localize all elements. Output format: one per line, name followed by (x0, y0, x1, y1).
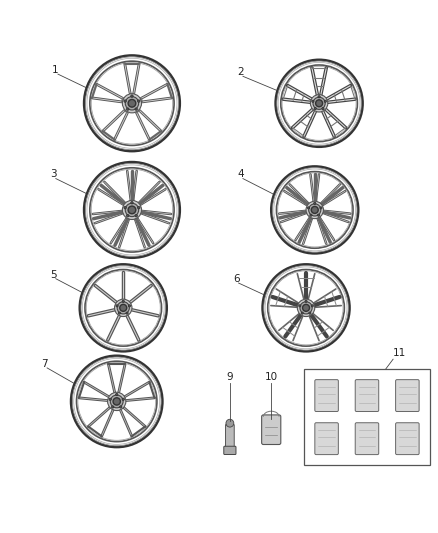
Circle shape (110, 395, 123, 408)
Circle shape (115, 299, 132, 317)
Circle shape (118, 312, 120, 314)
Text: 3: 3 (50, 169, 57, 180)
Circle shape (117, 302, 129, 314)
Text: 11: 11 (393, 348, 406, 358)
Circle shape (226, 419, 234, 427)
Circle shape (125, 96, 139, 110)
Circle shape (127, 108, 129, 110)
Circle shape (322, 108, 324, 110)
Circle shape (131, 95, 133, 98)
Text: 5: 5 (50, 270, 57, 279)
Circle shape (316, 100, 322, 107)
Circle shape (307, 207, 310, 209)
Circle shape (122, 398, 124, 400)
Circle shape (125, 203, 139, 216)
Circle shape (138, 100, 140, 102)
Circle shape (299, 305, 301, 307)
Circle shape (305, 300, 307, 302)
Circle shape (320, 207, 322, 209)
Circle shape (128, 206, 136, 214)
Circle shape (301, 312, 303, 314)
Circle shape (120, 304, 127, 311)
FancyBboxPatch shape (396, 423, 419, 455)
Circle shape (113, 398, 120, 405)
Circle shape (109, 398, 111, 400)
Circle shape (135, 215, 138, 217)
Circle shape (112, 406, 114, 408)
Bar (304, 369, 430, 465)
Circle shape (122, 200, 141, 220)
Circle shape (122, 94, 141, 113)
Circle shape (306, 201, 323, 219)
Circle shape (116, 305, 118, 307)
FancyBboxPatch shape (226, 424, 234, 450)
Circle shape (303, 304, 310, 311)
Circle shape (310, 214, 312, 216)
Circle shape (309, 312, 311, 314)
Circle shape (318, 96, 320, 98)
Circle shape (131, 201, 133, 204)
FancyBboxPatch shape (355, 379, 379, 411)
Circle shape (314, 203, 316, 205)
Text: 9: 9 (226, 372, 233, 382)
Circle shape (120, 406, 122, 408)
Circle shape (300, 302, 312, 314)
Circle shape (312, 100, 314, 102)
Circle shape (309, 204, 321, 216)
Text: 7: 7 (42, 359, 48, 369)
FancyBboxPatch shape (261, 415, 281, 445)
Circle shape (311, 206, 318, 213)
Circle shape (126, 312, 128, 314)
Circle shape (108, 392, 126, 410)
Circle shape (128, 100, 136, 107)
FancyBboxPatch shape (355, 423, 379, 455)
FancyBboxPatch shape (315, 423, 338, 455)
Circle shape (116, 393, 118, 395)
Circle shape (122, 300, 124, 302)
Text: 1: 1 (52, 65, 59, 75)
Text: 10: 10 (265, 372, 278, 382)
Circle shape (297, 299, 315, 317)
Text: 2: 2 (237, 67, 244, 77)
Circle shape (124, 206, 126, 209)
Circle shape (128, 305, 131, 307)
Circle shape (124, 100, 126, 102)
FancyBboxPatch shape (224, 446, 236, 455)
Circle shape (135, 108, 138, 110)
Text: 6: 6 (233, 274, 240, 284)
Circle shape (311, 94, 328, 112)
Circle shape (138, 206, 140, 209)
Circle shape (318, 214, 320, 216)
Circle shape (314, 108, 316, 110)
FancyBboxPatch shape (396, 379, 419, 411)
Circle shape (324, 100, 326, 102)
Circle shape (311, 305, 313, 307)
Circle shape (313, 97, 325, 109)
Text: 4: 4 (237, 169, 244, 180)
FancyBboxPatch shape (315, 379, 338, 411)
Circle shape (127, 215, 129, 217)
